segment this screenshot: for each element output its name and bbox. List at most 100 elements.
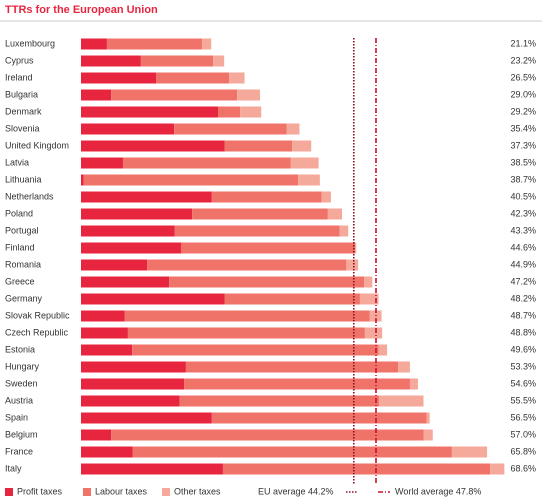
- bar-segment: [364, 327, 383, 339]
- bar-segment: [229, 72, 245, 84]
- legend-label: Labour taxes: [95, 486, 148, 496]
- category-label: Denmark: [5, 106, 42, 116]
- total-label: 54.6%: [510, 378, 536, 388]
- total-label: 47.2%: [510, 276, 536, 286]
- total-label: 56.5%: [510, 412, 536, 422]
- total-label: 53.3%: [510, 361, 536, 371]
- total-label: 21.1%: [510, 38, 536, 48]
- bar-segment: [184, 378, 410, 390]
- category-label: Sweden: [5, 378, 38, 388]
- bar-segment: [122, 157, 291, 169]
- bar-segment: [81, 38, 107, 50]
- total-label: 43.3%: [510, 225, 536, 235]
- bar-segment: [490, 463, 505, 475]
- bar-segment: [211, 412, 427, 424]
- bar-segment: [83, 174, 299, 186]
- bar-segment: [409, 378, 418, 390]
- bar-segment: [378, 344, 388, 356]
- bar-segment: [423, 429, 433, 441]
- total-label: 44.9%: [510, 259, 536, 269]
- bar-segment: [81, 378, 185, 390]
- bar-segment: [81, 123, 175, 135]
- bar-segment: [355, 242, 357, 254]
- bar-segment: [81, 395, 180, 407]
- bar-segment: [451, 446, 488, 458]
- total-label: 44.6%: [510, 242, 536, 252]
- legend-label: Other taxes: [174, 486, 221, 496]
- category-label: Czech Republic: [5, 327, 69, 337]
- bar-segment: [81, 327, 128, 339]
- total-label: 48.8%: [510, 327, 536, 337]
- total-label: 29.0%: [510, 89, 536, 99]
- bar-segment: [81, 242, 181, 254]
- bar-segment: [346, 259, 359, 271]
- bar-segment: [81, 344, 133, 356]
- legend-label: EU average 44.2%: [258, 486, 334, 496]
- bar-segment: [81, 55, 141, 67]
- bar-segment: [132, 344, 379, 356]
- bar-segment: [140, 55, 214, 67]
- category-label: Estonia: [5, 344, 35, 354]
- category-label: United Kingdom: [5, 140, 69, 150]
- category-label: Latvia: [5, 157, 29, 167]
- bar-segment: [81, 140, 225, 152]
- bar-segment: [218, 106, 241, 118]
- bar-segment: [81, 259, 148, 271]
- bar-segment: [213, 55, 225, 67]
- total-label: 48.7%: [510, 310, 536, 320]
- bar-segment: [127, 327, 365, 339]
- total-label: 26.5%: [510, 72, 536, 82]
- bar-segment: [132, 446, 452, 458]
- bar-segment: [81, 429, 112, 441]
- category-label: Netherlands: [5, 191, 54, 201]
- bar-segment: [169, 276, 365, 288]
- total-label: 55.5%: [510, 395, 536, 405]
- bar-segment: [298, 174, 320, 186]
- total-label: 48.2%: [510, 293, 536, 303]
- bar-segment: [174, 225, 340, 237]
- legend-swatch: [83, 488, 91, 496]
- bar-segment: [81, 191, 212, 203]
- category-label: Finland: [5, 242, 35, 252]
- bar-segment: [156, 72, 230, 84]
- bar-segment: [321, 191, 331, 203]
- legend-swatch: [162, 488, 170, 496]
- bar-segment: [81, 157, 123, 169]
- total-label: 42.3%: [510, 208, 536, 218]
- bar-segment: [174, 123, 287, 135]
- bar-segment: [292, 140, 312, 152]
- legend-label: Profit taxes: [17, 486, 63, 496]
- category-label: Lithuania: [5, 174, 42, 184]
- bar-segment: [290, 157, 319, 169]
- category-label: Portugal: [5, 225, 39, 235]
- bar-segment: [81, 446, 133, 458]
- bar-segment: [359, 293, 379, 305]
- bar-segment: [81, 463, 223, 475]
- total-label: 23.2%: [510, 55, 536, 65]
- category-label: Spain: [5, 412, 28, 422]
- category-label: Romania: [5, 259, 41, 269]
- category-label: Slovak Republic: [5, 310, 70, 320]
- category-label: Germany: [5, 293, 43, 303]
- bar-segment: [426, 412, 430, 424]
- total-label: 68.6%: [510, 463, 536, 473]
- total-label: 65.8%: [510, 446, 536, 456]
- bar-segment: [106, 38, 202, 50]
- bar-segment: [224, 293, 360, 305]
- bar-segment: [237, 89, 260, 101]
- category-label: Cyprus: [5, 55, 34, 65]
- bar-segment: [111, 89, 238, 101]
- total-label: 37.3%: [510, 140, 536, 150]
- total-label: 38.5%: [510, 157, 536, 167]
- bar-segment: [124, 310, 370, 322]
- bar-segment: [81, 208, 193, 220]
- bar-segment: [81, 276, 170, 288]
- bar-segment: [180, 242, 356, 254]
- legend-swatch: [5, 488, 13, 496]
- bar-segment: [81, 89, 112, 101]
- total-label: 29.2%: [510, 106, 536, 116]
- bar-segment: [224, 140, 293, 152]
- total-label: 49.6%: [510, 344, 536, 354]
- category-label: Ireland: [5, 72, 33, 82]
